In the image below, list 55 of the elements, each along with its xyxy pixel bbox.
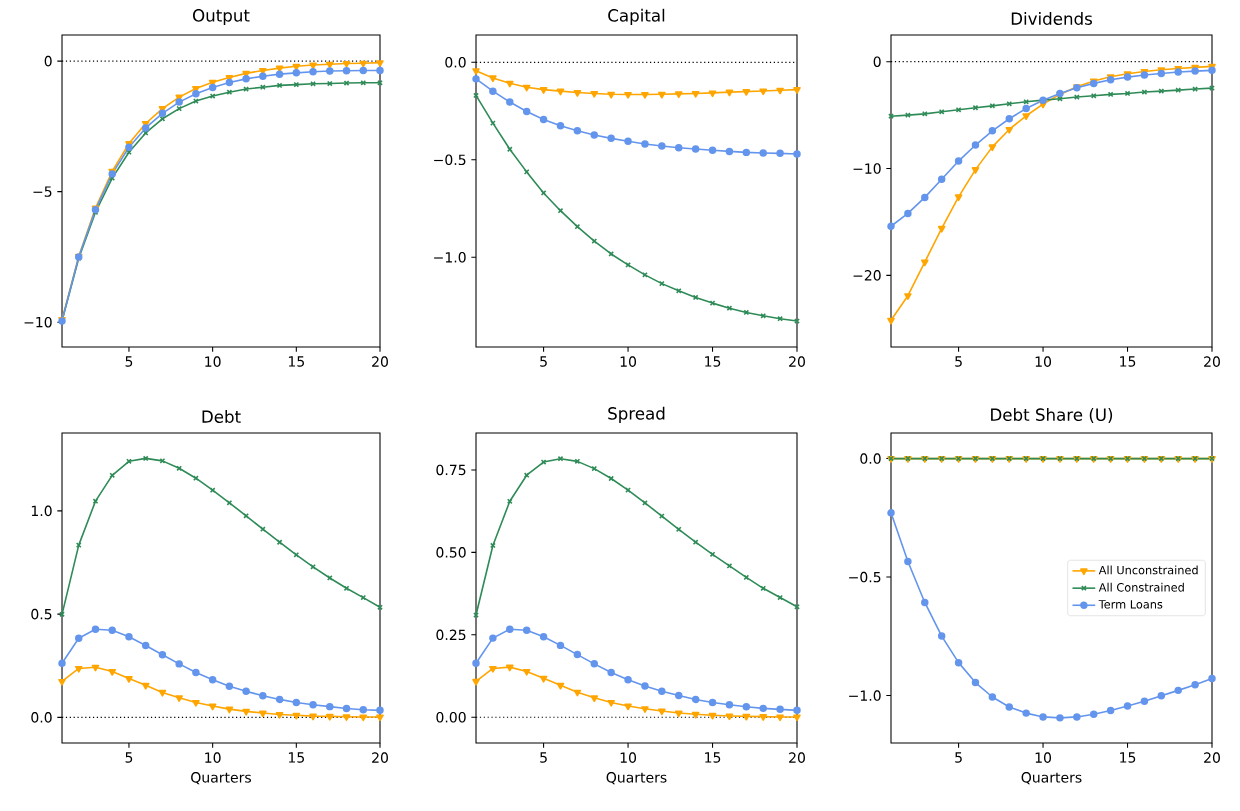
x-tick-label: 15	[705, 752, 721, 763]
x-tick-label: 15	[288, 752, 304, 763]
y-tick-label: 0.25	[436, 629, 466, 641]
x-tick-label: 20	[789, 752, 805, 763]
chart-title: Dividends	[1011, 12, 1092, 25]
chart-title: Capital	[608, 8, 665, 25]
x-axis-title: Quarters	[606, 772, 667, 785]
x-axis-title: Quarters	[1021, 772, 1082, 785]
y-tick-label: −10	[853, 163, 881, 174]
y-tick-label: −0.5	[434, 154, 466, 166]
y-tick-label: −10	[24, 316, 52, 328]
x-tick-label: 5	[540, 356, 547, 367]
y-tick-label: 0.50	[436, 547, 466, 558]
x-tick-label: 20	[789, 356, 805, 367]
y-tick-label: −1.0	[434, 251, 466, 263]
x-tick-label: 20	[1204, 356, 1220, 367]
x-tick-label: 20	[1204, 752, 1220, 763]
x-tick-label: 15	[1120, 752, 1136, 763]
y-tick-label: −20	[853, 270, 881, 281]
y-tick-label: 0.0	[860, 453, 881, 464]
x-tick-label: 10	[205, 356, 221, 367]
chart-title: Spread	[608, 406, 665, 423]
x-tick-label: 5	[125, 356, 133, 367]
x-tick-label: 5	[955, 752, 962, 763]
y-tick-label: −0.5	[849, 571, 881, 583]
legend-label: Term Loans	[1098, 600, 1163, 609]
x-tick-label: 15	[705, 356, 721, 367]
y-tick-label: 0.75	[436, 464, 466, 476]
x-tick-label: 5	[125, 752, 133, 763]
chart-title: Debt	[202, 410, 241, 423]
x-tick-label: 15	[288, 356, 304, 367]
x-tick-label: 10	[620, 356, 637, 367]
y-tick-label: 0.5	[31, 608, 52, 620]
y-tick-label: −1.0	[849, 690, 881, 701]
y-tick-label: 1.0	[31, 505, 52, 517]
x-tick-label: 20	[372, 356, 388, 367]
legend-label: All Constrained	[1098, 582, 1184, 592]
y-tick-label: 0	[873, 56, 881, 67]
x-axis-title: Quarters	[191, 772, 252, 785]
x-tick-label: 10	[1035, 752, 1052, 763]
x-tick-label: 10	[1035, 356, 1052, 367]
y-tick-label: −5	[33, 186, 52, 197]
x-tick-label: 10	[620, 752, 637, 763]
chart-title: Output	[193, 9, 250, 25]
x-tick-label: 20	[372, 752, 388, 763]
y-tick-label: 0.0	[445, 57, 466, 68]
x-tick-label: 15	[1120, 356, 1136, 367]
x-tick-label: 5	[540, 752, 547, 763]
legend-label: All Unconstrained	[1098, 565, 1198, 575]
chart-title: Debt Share (U)	[991, 408, 1113, 423]
y-tick-label: 0.00	[436, 711, 466, 723]
x-tick-label: 5	[955, 356, 962, 367]
x-tick-label: 10	[205, 752, 221, 763]
y-tick-label: 0.0	[31, 712, 52, 723]
y-tick-label: 0	[44, 55, 52, 67]
